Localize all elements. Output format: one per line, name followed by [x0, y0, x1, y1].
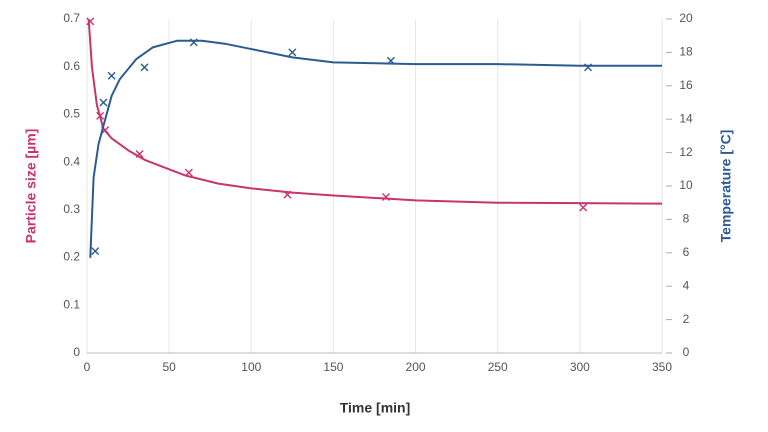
y2-tick-label: 8: [683, 212, 690, 226]
x-axis-title: Time [min]: [340, 400, 411, 416]
y2-tick-label: 20: [679, 11, 693, 25]
y2-axis-title: Temperature [°C]: [718, 130, 734, 243]
y-tick-label: 0.7: [63, 11, 80, 25]
y-tick-label: 0.6: [63, 59, 80, 73]
y-tick-label: 0.1: [63, 297, 80, 311]
y2-tick-label: 16: [679, 78, 693, 92]
x-tick-label: 200: [406, 360, 426, 374]
y-tick-label: 0.4: [63, 154, 80, 168]
y2-tick-label: 14: [679, 111, 693, 125]
data-point: [107, 71, 116, 80]
y-tick-label: 0.3: [63, 202, 80, 216]
y-tick-label: 0: [73, 345, 80, 359]
x-tick-label: 0: [84, 360, 91, 374]
y2-tick-label: 0: [683, 345, 690, 359]
x-tick-label: 300: [570, 360, 590, 374]
data-point: [288, 48, 297, 57]
y2-tick-label: 6: [683, 245, 690, 259]
y2-tick-label: 18: [679, 45, 693, 59]
data-point: [99, 98, 108, 107]
data-point: [91, 247, 100, 256]
y2-tick-label: 4: [683, 278, 690, 292]
x-tick-label: 350: [652, 360, 672, 374]
x-tick-label: 50: [162, 360, 176, 374]
y-tick-label: 0.2: [63, 250, 80, 264]
y2-tick-label: 12: [679, 145, 693, 159]
x-tick-label: 250: [488, 360, 508, 374]
y-axis-title: Particle size [µm]: [23, 129, 39, 244]
fit-line: [87, 18, 663, 205]
y-tick-label: 0.5: [63, 107, 80, 121]
y2-tick-label: 2: [683, 312, 690, 326]
x-tick-label: 150: [323, 360, 343, 374]
data-point: [579, 203, 588, 212]
data-point: [140, 63, 149, 72]
fit-line: [89, 39, 662, 258]
x-tick-label: 100: [241, 360, 261, 374]
y2-tick-label: 10: [679, 178, 693, 192]
